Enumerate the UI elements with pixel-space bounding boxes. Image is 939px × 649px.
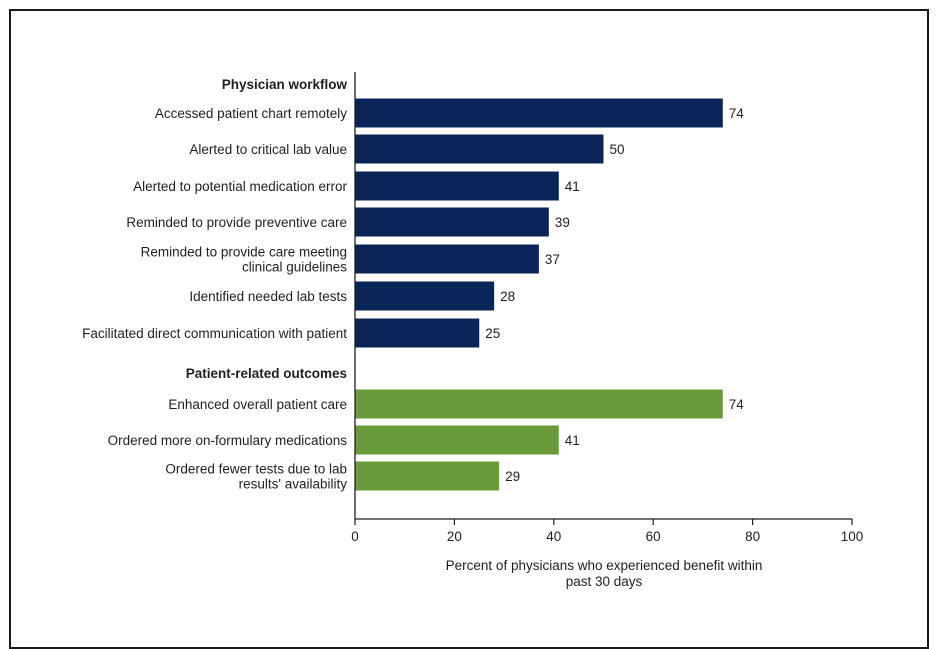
x-tick-label: 60 (646, 529, 661, 544)
bar (355, 207, 549, 237)
category-label: Ordered fewer tests due to lab (165, 462, 347, 477)
bar (355, 461, 500, 491)
group-label: Physician workflow (222, 77, 348, 92)
data-label: 41 (565, 433, 580, 448)
category-label: Enhanced overall patient care (168, 397, 347, 412)
category-label: Identified needed lab tests (189, 289, 347, 304)
x-axis-title: Percent of physicians who experienced be… (446, 558, 763, 573)
x-tick-label: 0 (351, 529, 359, 544)
category-label: Ordered more on-formulary medications (108, 433, 348, 448)
x-tick-label: 20 (447, 529, 462, 544)
category-label: Reminded to provide care meeting (141, 245, 347, 260)
data-label: 50 (610, 142, 625, 157)
x-tick-label: 100 (841, 529, 864, 544)
bar (355, 134, 604, 164)
bar (355, 318, 480, 348)
category-label: Accessed patient chart remotely (155, 106, 347, 121)
x-axis-title: past 30 days (566, 574, 643, 589)
bar (355, 389, 723, 419)
data-label: 74 (729, 397, 745, 412)
data-label: 28 (500, 289, 515, 304)
group-label: Patient-related outcomes (186, 366, 347, 381)
data-label: 37 (545, 252, 560, 267)
category-label: Alerted to critical lab value (189, 142, 347, 157)
bar (355, 98, 723, 128)
data-label: 41 (565, 179, 580, 194)
bar (355, 425, 559, 455)
category-label: results' availability (239, 477, 348, 492)
x-tick-label: 80 (745, 529, 760, 544)
data-label: 39 (555, 215, 570, 230)
bar (355, 281, 495, 311)
x-tick-label: 40 (546, 529, 561, 544)
category-label: Reminded to provide preventive care (126, 215, 347, 230)
bar (355, 244, 539, 274)
data-label: 25 (485, 326, 500, 341)
bar-chart: Physician workflow Accessed patient chart… (82, 72, 864, 589)
category-label: Facilitated direct communication with pa… (82, 326, 347, 341)
data-label: 74 (729, 106, 745, 121)
category-label: Alerted to potential medication error (133, 179, 347, 194)
data-label: 29 (505, 469, 520, 484)
bar (355, 171, 559, 201)
category-label: clinical guidelines (242, 260, 347, 275)
